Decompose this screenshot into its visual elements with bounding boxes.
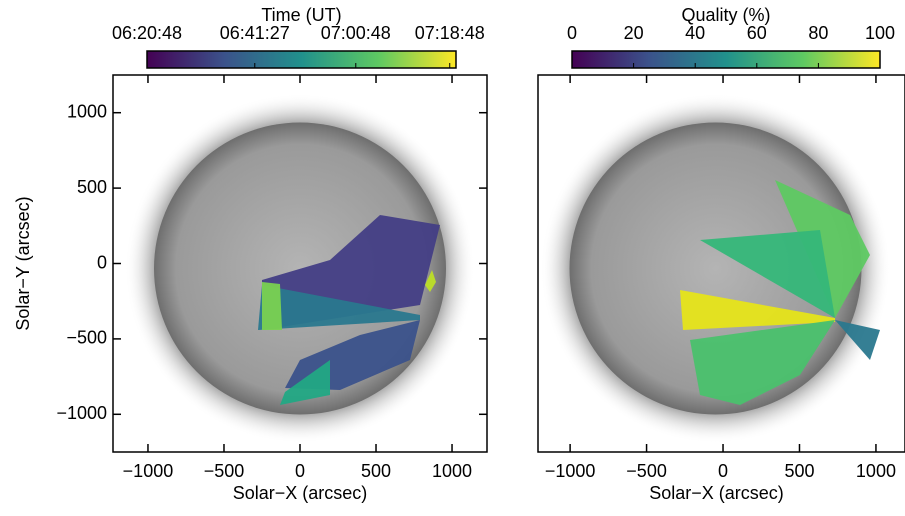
colorbar-tick-label: 06:41:27: [220, 23, 290, 43]
x-tick-label: 500: [361, 461, 391, 481]
colorbar-tick-label: 60: [747, 23, 767, 43]
coverage-wedge: [680, 290, 835, 330]
colorbar-tick-label: 80: [808, 23, 828, 43]
coverage-wedge: [835, 320, 880, 360]
colorbar-tick-label: 40: [685, 23, 705, 43]
plot-frame: [537, 74, 905, 453]
colorbar-tick-label: 07:00:48: [321, 23, 391, 43]
y-tick-label: −500: [66, 328, 107, 348]
colorbar-label: Quality (%): [681, 5, 770, 25]
x-axis-label: Solar−X (arcsec): [233, 483, 368, 503]
y-tick-label: 0: [97, 252, 107, 272]
colorbar-tick-label: 07:18:48: [415, 23, 485, 43]
x-tick-label: −500: [204, 461, 245, 481]
coverage-wedge: [280, 360, 330, 405]
coverage-wedge: [258, 285, 420, 330]
colorbar-label: Time (UT): [261, 5, 341, 25]
y-axis-label: Solar−Y (arcsec): [13, 196, 33, 330]
x-axis-label: Solar−X (arcsec): [649, 483, 784, 503]
x-tick-label: 1000: [432, 461, 472, 481]
colorbar-tick-label: 0: [567, 23, 577, 43]
colorbar-tick-label: 20: [624, 23, 644, 43]
x-tick-label: −1000: [545, 461, 596, 481]
x-tick-label: −1000: [123, 461, 174, 481]
x-tick-label: 0: [718, 461, 728, 481]
colorbar-tick-label: 06:20:48: [112, 23, 182, 43]
y-tick-label: 500: [77, 177, 107, 197]
y-tick-label: 1000: [67, 101, 107, 121]
colorbar: [146, 50, 457, 69]
coverage-wedge: [700, 230, 835, 318]
coverage-wedge: [262, 282, 282, 330]
x-tick-label: 0: [295, 461, 305, 481]
x-tick-label: −500: [626, 461, 667, 481]
x-tick-label: 500: [784, 461, 814, 481]
colorbar: [571, 50, 881, 69]
x-tick-label: 1000: [856, 461, 896, 481]
coverage-wedge: [425, 270, 436, 292]
coverage-wedge: [690, 320, 835, 405]
colorbar-tick-label: 100: [865, 23, 895, 43]
y-tick-label: −1000: [56, 403, 107, 423]
